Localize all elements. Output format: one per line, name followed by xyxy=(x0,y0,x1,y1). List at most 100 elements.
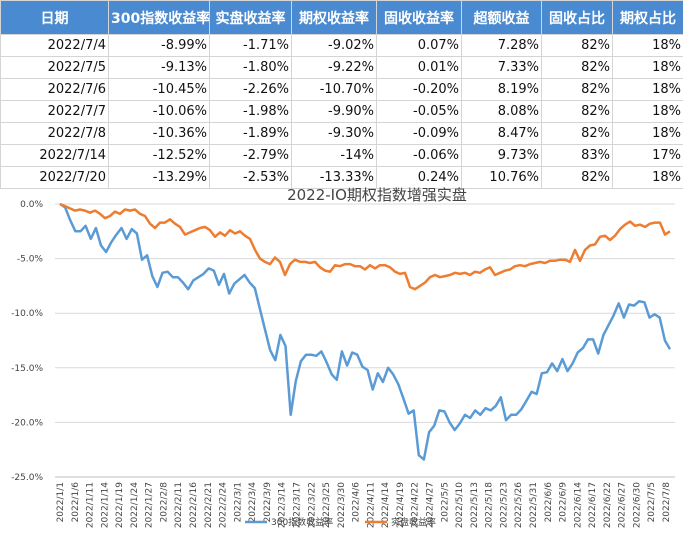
table-cell[interactable]: -9.02% xyxy=(291,34,377,57)
x-tick-label: 2022/5/5 xyxy=(440,482,450,522)
column-header[interactable]: 超额收益 xyxy=(461,0,542,35)
table-cell[interactable]: 2022/7/6 xyxy=(0,78,109,101)
line-chart: 2022-IO期权指数增强实盘 0.0% -5.0% -10.0% -15.0% -20.… xyxy=(11,186,675,528)
x-tick-label: 2022/7/8 xyxy=(662,482,672,523)
x-tick-label: 2022/6/17 xyxy=(588,482,598,528)
table-cell[interactable]: 9.73% xyxy=(461,144,542,167)
table-cell[interactable]: -9.30% xyxy=(291,122,377,145)
table-cell[interactable]: 18% xyxy=(612,100,683,123)
table-cell[interactable]: -8.99% xyxy=(108,34,210,57)
table-cell[interactable]: 83% xyxy=(541,144,613,167)
table-cell[interactable]: 8.19% xyxy=(461,78,542,101)
column-header[interactable]: 期权占比 xyxy=(612,0,683,35)
table-cell[interactable]: -0.05% xyxy=(376,100,462,123)
x-tick-label: 2022/6/14 xyxy=(573,482,583,528)
table-cell[interactable]: -10.45% xyxy=(108,78,210,101)
table-cell[interactable]: -1.80% xyxy=(209,56,292,79)
y-tick-label: 0.0% xyxy=(20,200,43,210)
x-tick-label: 2022/6/6 xyxy=(544,482,554,523)
table-cell[interactable]: 8.08% xyxy=(461,100,542,123)
x-tick-label: 2022/3/14 xyxy=(278,482,288,528)
table-cell[interactable]: 82% xyxy=(541,166,613,189)
x-tick-label: 2022/1/11 xyxy=(86,482,96,528)
x-tick-label: 2022/3/9 xyxy=(263,482,273,523)
column-header[interactable]: 日期 xyxy=(0,0,109,35)
table-cell[interactable]: 0.07% xyxy=(376,34,462,57)
chart-title: 2022-IO期权指数增强实盘 xyxy=(287,186,467,204)
column-header[interactable]: 固收占比 xyxy=(541,0,613,35)
x-tick-label: 2022/2/21 xyxy=(204,482,214,528)
table-header-row: 日期 300指数收益率 实盘收益率 期权收益率 固收收益率 超额收益 固收占比 期权占比 xyxy=(0,0,683,35)
table-cell[interactable]: -1.71% xyxy=(209,34,292,57)
table-cell[interactable]: -10.70% xyxy=(291,78,377,101)
table-cell[interactable]: 0.01% xyxy=(376,56,462,79)
table-cell[interactable]: 2022/7/4 xyxy=(0,34,109,57)
table-cell[interactable]: -9.90% xyxy=(291,100,377,123)
x-tick-label: 2022/1/1 xyxy=(56,482,66,522)
x-tick-label: 2022/3/25 xyxy=(322,482,332,528)
table-row: 2022/7/5 -9.13% -1.80% -9.22% 0.01% 7.33% 82% 1… xyxy=(0,56,683,79)
series-line-1 xyxy=(59,202,672,461)
table-cell[interactable]: 2022/7/5 xyxy=(0,56,109,79)
x-tick-label: 2022/5/13 xyxy=(470,482,480,528)
table-cell[interactable]: -0.06% xyxy=(376,144,462,167)
table-cell[interactable]: 7.28% xyxy=(461,34,542,57)
table-cell[interactable]: 0.24% xyxy=(376,166,462,189)
legend-label: 实盘收益率 xyxy=(391,516,436,528)
table-cell[interactable]: 2022/7/20 xyxy=(0,166,109,189)
column-header[interactable]: 实盘收益率 xyxy=(209,0,292,35)
table-cell[interactable]: 18% xyxy=(612,122,683,145)
x-tick-label: 2022/6/22 xyxy=(603,482,613,528)
table-cell[interactable]: 10.76% xyxy=(461,166,542,189)
x-tick-label: 2022/2/16 xyxy=(189,482,199,528)
table-cell[interactable]: 82% xyxy=(541,34,613,57)
table-cell[interactable]: -10.06% xyxy=(108,100,210,123)
table-cell[interactable]: 18% xyxy=(612,34,683,57)
table-cell[interactable]: -9.13% xyxy=(108,56,210,79)
table-cell[interactable]: -0.09% xyxy=(376,122,462,145)
table-cell[interactable]: 82% xyxy=(541,56,613,79)
x-tick-label: 2022/6/30 xyxy=(632,482,642,528)
table-cell[interactable]: 2022/7/14 xyxy=(0,144,109,167)
column-header[interactable]: 固收收益率 xyxy=(376,0,462,35)
table-cell[interactable]: 18% xyxy=(612,56,683,79)
table-row: 2022/7/4 -8.99% -1.71% -9.02% 0.07% 7.28% 82% 1… xyxy=(0,34,683,57)
table-cell[interactable]: 18% xyxy=(612,78,683,101)
x-tick-label: 2022/2/11 xyxy=(174,482,184,528)
table-cell[interactable]: -2.26% xyxy=(209,78,292,101)
table-cell[interactable]: 18% xyxy=(612,166,683,189)
x-tick-label: 2022/5/23 xyxy=(499,482,509,528)
table-cell[interactable]: 8.47% xyxy=(461,122,542,145)
table-cell[interactable]: -9.22% xyxy=(291,56,377,79)
column-header[interactable]: 300指数收益率 xyxy=(108,0,210,35)
table-cell[interactable]: -13.33% xyxy=(291,166,377,189)
table-cell[interactable]: 17% xyxy=(612,144,683,167)
table-row: 2022/7/7 -10.06% -1.98% -9.90% -0.05% 8.08% 82… xyxy=(0,100,683,123)
x-tick-label: 2022/5/10 xyxy=(455,482,465,528)
chart-area: 2022-IO期权指数增强实盘 0.0% -5.0% -10.0% -15.0% -20.… xyxy=(0,172,683,536)
table-cell[interactable]: -2.79% xyxy=(209,144,292,167)
table-cell[interactable]: -10.36% xyxy=(108,122,210,145)
table-row: 2022/7/6 -10.45% -2.26% -10.70% -0.20% 8.19% 8… xyxy=(0,78,683,101)
x-tick-label: 2022/4/19 xyxy=(396,482,406,528)
table-row: 2022/7/8 -10.36% -1.89% -9.30% -0.09% 8.47% 82… xyxy=(0,122,683,145)
table-cell[interactable]: -14% xyxy=(291,144,377,167)
table-cell[interactable]: -12.52% xyxy=(108,144,210,167)
x-tick-label: 2022/4/11 xyxy=(366,482,376,528)
table-cell[interactable]: 7.33% xyxy=(461,56,542,79)
table-cell[interactable]: -0.20% xyxy=(376,78,462,101)
table-cell[interactable]: -2.53% xyxy=(209,166,292,189)
table-row: 2022/7/20 -13.29% -2.53% -13.33% 0.24% 10.76%… xyxy=(0,166,683,189)
y-tick-label: -10.0% xyxy=(11,309,43,319)
table-cell[interactable]: 82% xyxy=(541,122,613,145)
table-cell[interactable]: 82% xyxy=(541,100,613,123)
table-cell[interactable]: -1.98% xyxy=(209,100,292,123)
data-table: 日期 300指数收益率 实盘收益率 期权收益率 固收收益率 超额收益 固收占比 期权占比 202… xyxy=(0,0,683,189)
table-cell[interactable]: 2022/7/8 xyxy=(0,122,109,145)
table-cell[interactable]: 82% xyxy=(541,78,613,101)
column-header[interactable]: 期权收益率 xyxy=(291,0,377,35)
table-cell[interactable]: -1.89% xyxy=(209,122,292,145)
table-cell[interactable]: 2022/7/7 xyxy=(0,100,109,123)
x-tick-label: 2022/3/17 xyxy=(292,482,302,528)
x-tick-label: 2022/5/26 xyxy=(514,482,524,528)
